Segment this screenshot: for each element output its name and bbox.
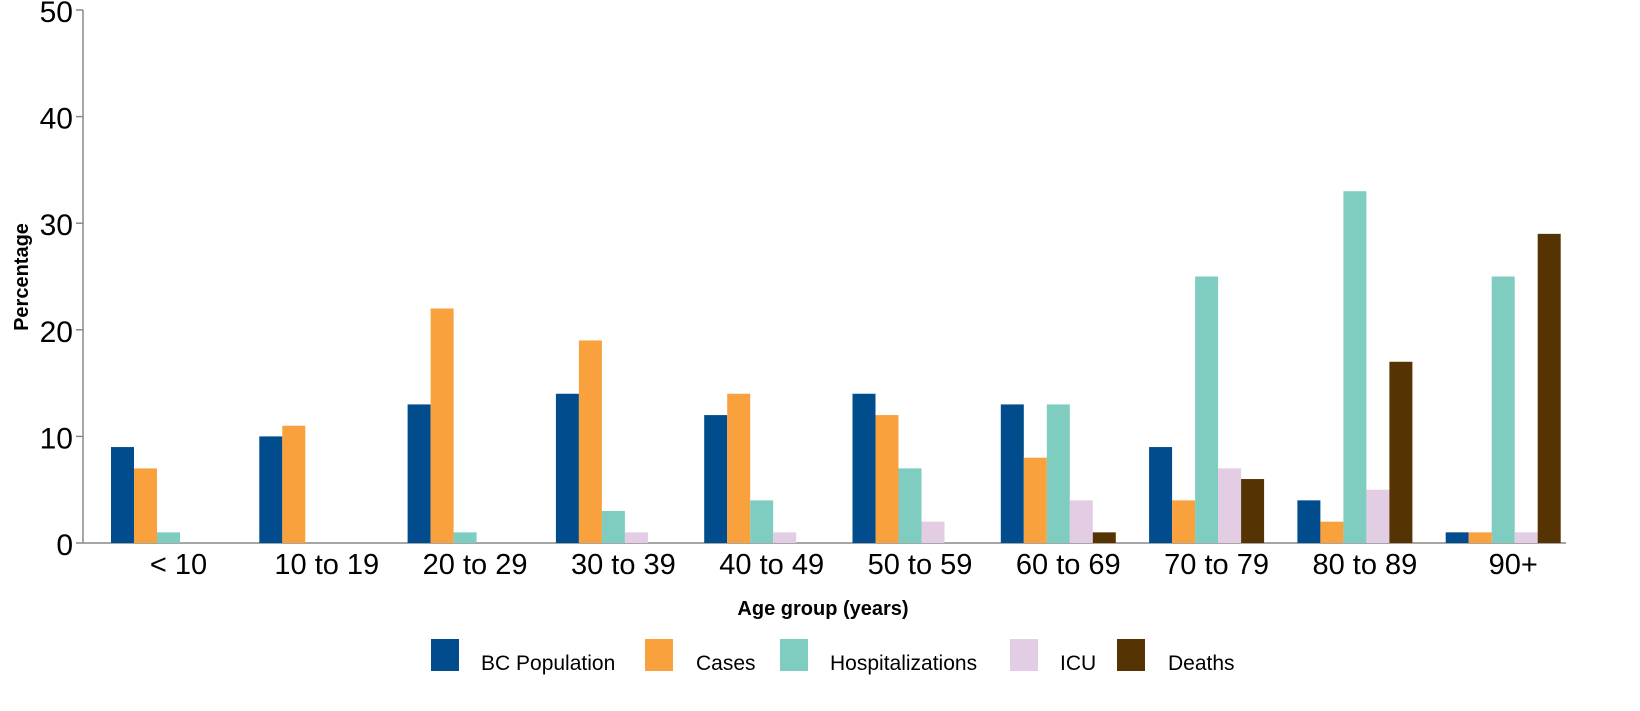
x-tick-label: 70 to 79 — [1164, 549, 1269, 581]
bar — [1514, 532, 1538, 543]
bar — [875, 415, 899, 543]
bar — [750, 500, 774, 543]
bar-group — [852, 393, 945, 543]
bar — [921, 521, 945, 543]
legend-item: Deaths — [1117, 639, 1235, 675]
bar — [1218, 468, 1242, 543]
x-tick-label: 20 to 29 — [423, 549, 528, 581]
bar — [282, 425, 306, 543]
bar-group — [1297, 191, 1413, 543]
legend-label: ICU — [1060, 652, 1096, 675]
x-tick-label: 90+ — [1489, 549, 1538, 581]
bar — [773, 532, 797, 543]
legend-label: Cases — [696, 652, 756, 675]
bar-group — [407, 308, 477, 543]
x-tick-label: 80 to 89 — [1312, 549, 1417, 581]
bar — [1000, 404, 1024, 543]
y-tick-label: 50 — [40, 0, 73, 29]
bar-group — [1445, 233, 1561, 544]
bar — [852, 393, 876, 543]
x-tick-label: 40 to 49 — [719, 549, 824, 581]
bar — [259, 436, 283, 543]
x-tick-label: 60 to 69 — [1016, 549, 1121, 581]
bar — [1445, 532, 1469, 543]
legend-label: Deaths — [1168, 652, 1235, 675]
bar — [1241, 479, 1265, 543]
bar — [1046, 404, 1070, 543]
legend: BC Population Cases Hospitalizations ICU Dea… — [431, 639, 1235, 675]
legend-label: BC Population — [481, 652, 615, 675]
x-tick-label: 30 to 39 — [571, 549, 676, 581]
bar — [898, 468, 922, 543]
bar — [1537, 233, 1561, 544]
bar — [704, 415, 728, 543]
y-tick-label: 30 — [40, 209, 73, 242]
bar — [1023, 457, 1047, 543]
bar — [157, 532, 180, 543]
legend-item: BC Population — [431, 639, 615, 675]
x-tick-label: 10 to 19 — [274, 549, 379, 581]
legend-swatch — [431, 639, 459, 671]
legend-label: Hospitalizations — [830, 652, 977, 675]
bar — [1389, 361, 1413, 543]
bar — [453, 532, 477, 543]
bar — [1069, 500, 1093, 543]
bar-group — [111, 447, 180, 543]
y-tick-label: 10 — [40, 422, 73, 455]
bar — [1149, 447, 1173, 543]
bar — [1297, 500, 1321, 543]
x-tick-label: 50 to 59 — [868, 549, 973, 581]
bar-group — [259, 425, 306, 543]
bars — [111, 191, 1561, 544]
bar-group — [704, 393, 797, 543]
bar — [1320, 521, 1344, 543]
legend-swatch — [1010, 639, 1038, 671]
bar — [1366, 489, 1390, 543]
bar — [601, 511, 625, 543]
bar — [624, 532, 648, 543]
legend-item: Cases — [645, 639, 756, 675]
bar — [430, 308, 454, 543]
y-tick-label: 20 — [40, 316, 73, 349]
bar — [1468, 532, 1492, 543]
bar-group — [1000, 404, 1116, 543]
bar — [134, 468, 157, 543]
y-tick-label: 40 — [40, 103, 73, 136]
legend-swatch — [645, 639, 673, 671]
y-axis: 0 10 20 30 40 50 — [40, 0, 84, 562]
legend-swatch — [1117, 639, 1145, 671]
bar — [1343, 191, 1367, 543]
bar-group — [1149, 276, 1265, 543]
bar — [555, 393, 579, 543]
bar — [111, 447, 134, 543]
bar — [1092, 532, 1116, 543]
legend-swatch — [780, 639, 808, 671]
x-tick-label: < 10 — [150, 549, 207, 581]
bar — [578, 340, 602, 543]
bar — [1195, 276, 1219, 543]
bar-group — [555, 340, 648, 543]
bar — [407, 404, 431, 543]
y-axis-title: Percentage — [11, 223, 33, 331]
bar — [727, 393, 751, 543]
x-axis: < 10 10 to 19 20 to 29 30 to 39 40 to 49 50 t… — [83, 542, 1566, 581]
bar — [1172, 500, 1196, 543]
x-axis-title: Age group (years) — [737, 598, 908, 620]
legend-item: Hospitalizations — [780, 639, 977, 675]
bar — [1491, 276, 1515, 543]
legend-item: ICU — [1010, 639, 1096, 675]
y-tick-label: 0 — [56, 529, 73, 562]
